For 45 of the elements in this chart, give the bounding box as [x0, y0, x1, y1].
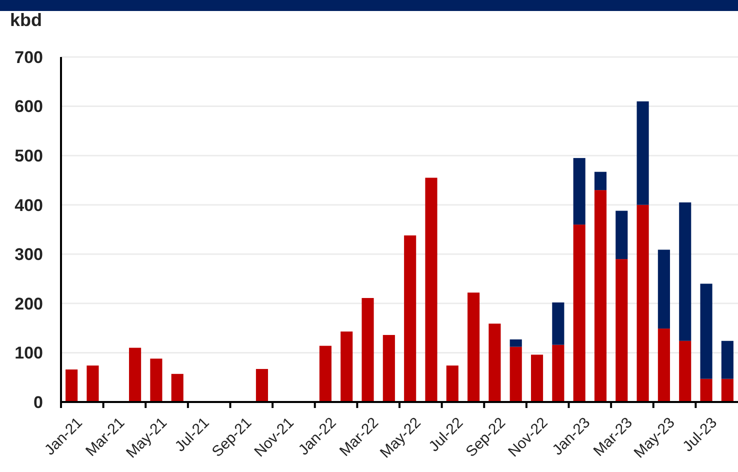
bar [616, 259, 628, 402]
bar [446, 366, 458, 402]
y-tick-label: 100 [14, 344, 43, 363]
bar [679, 340, 692, 402]
bar [66, 369, 78, 402]
bar [700, 284, 712, 379]
bar [573, 224, 586, 402]
bar [636, 101, 649, 205]
bar [530, 354, 544, 402]
bar [319, 346, 332, 402]
bar [382, 334, 395, 402]
y-tick-label: 200 [14, 294, 43, 314]
bar [468, 292, 480, 402]
bar [636, 204, 649, 402]
bar [425, 178, 438, 402]
bar [86, 366, 99, 402]
bar [594, 190, 607, 402]
bar [552, 344, 564, 402]
bar [616, 210, 628, 260]
bar [510, 346, 522, 402]
bar [171, 374, 184, 402]
y-axis-title: kbd [10, 10, 42, 30]
bar [404, 235, 416, 402]
bar [362, 298, 374, 402]
bar [721, 378, 734, 402]
y-tick-label: 700 [14, 48, 43, 67]
bar [510, 339, 522, 347]
bar [594, 172, 607, 190]
y-tick-label: 600 [14, 97, 43, 116]
bar [658, 250, 670, 329]
bar [256, 368, 268, 402]
y-tick-label: 500 [14, 146, 43, 166]
bar [488, 324, 501, 402]
y-tick-label: 400 [14, 196, 43, 215]
y-tick-label: 0 [34, 392, 43, 412]
bar [129, 348, 142, 402]
bar [573, 158, 586, 225]
bar [679, 202, 692, 341]
bar [721, 340, 734, 379]
bar [552, 302, 564, 345]
bar [658, 328, 670, 402]
bar [340, 332, 353, 402]
y-tick-label: 300 [14, 245, 43, 264]
bar [700, 378, 712, 402]
bar [150, 358, 162, 402]
